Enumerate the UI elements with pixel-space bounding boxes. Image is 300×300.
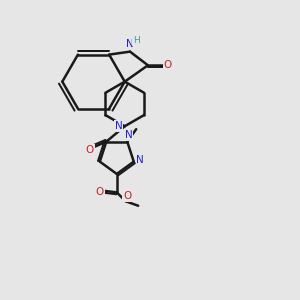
Text: O: O: [164, 60, 172, 70]
Text: O: O: [86, 145, 94, 155]
Text: N: N: [115, 121, 123, 131]
Text: N: N: [136, 155, 144, 165]
Text: N: N: [125, 130, 133, 140]
Text: O: O: [123, 191, 131, 201]
Text: N: N: [126, 39, 134, 49]
Text: O: O: [96, 188, 104, 197]
Text: H: H: [133, 36, 140, 45]
